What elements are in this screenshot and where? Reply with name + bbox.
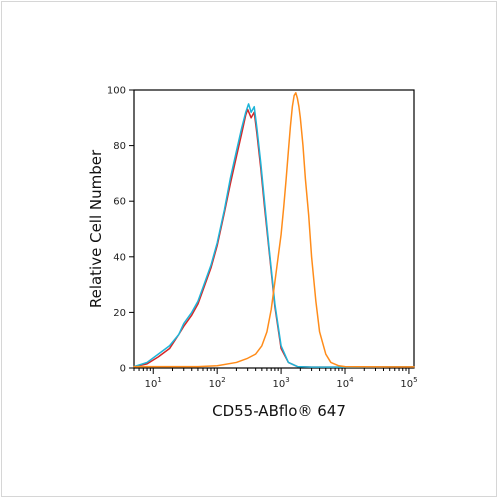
y-tick-label: 20 <box>113 308 126 319</box>
x-tick-exponent: 5 <box>413 376 417 384</box>
x-tick-exponent: 2 <box>221 376 225 384</box>
x-tick-base: 10 <box>145 379 158 390</box>
y-tick-label: 100 <box>107 86 126 97</box>
x-tick-label: 105 <box>400 376 417 390</box>
x-tick-label: 103 <box>272 376 289 390</box>
y-axis-label: Relative Cell Number <box>87 149 105 308</box>
series-layer <box>133 92 415 368</box>
x-tick-base: 10 <box>336 379 349 390</box>
y-tick-label: 0 <box>120 364 126 375</box>
histogram-series-2 <box>133 103 415 368</box>
plot-area <box>133 89 415 369</box>
y-axis: 0 20 40 60 80 100 <box>107 86 134 375</box>
x-tick-exponent: 3 <box>285 376 289 384</box>
x-axis: 101 102 103 104 105 <box>133 368 418 390</box>
y-tick-label: 80 <box>113 141 126 152</box>
x-tick-label: 102 <box>209 376 226 390</box>
y-tick-label: 60 <box>113 197 126 208</box>
x-tick-base: 10 <box>272 379 285 390</box>
x-tick-exponent: 1 <box>157 376 161 384</box>
x-tick-label: 101 <box>145 376 162 390</box>
histogram-series-1 <box>133 108 415 368</box>
x-axis-label: CD55-ABflo® 647 <box>212 402 346 420</box>
x-tick-label: 104 <box>336 376 354 390</box>
x-tick-base: 10 <box>209 379 222 390</box>
x-tick-base: 10 <box>400 379 413 390</box>
histogram-series-3 <box>133 92 415 368</box>
x-tick-exponent: 4 <box>349 376 354 384</box>
y-tick-label: 40 <box>113 252 126 263</box>
